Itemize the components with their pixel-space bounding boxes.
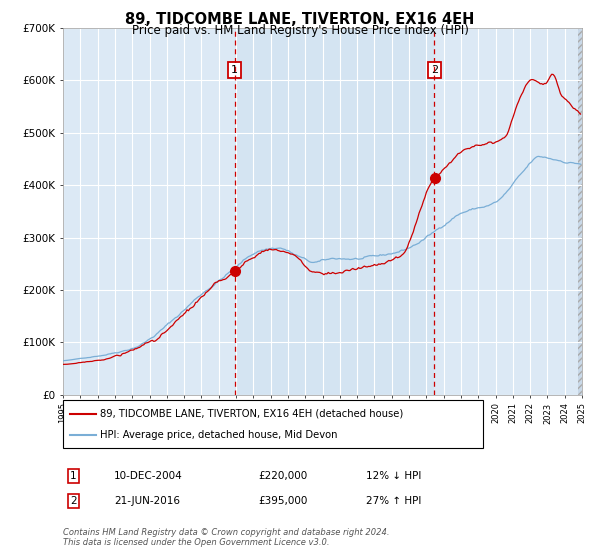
Text: 2: 2	[70, 496, 77, 506]
Text: 1: 1	[70, 471, 77, 481]
Text: 12% ↓ HPI: 12% ↓ HPI	[366, 471, 421, 481]
Text: £395,000: £395,000	[258, 496, 307, 506]
Text: 27% ↑ HPI: 27% ↑ HPI	[366, 496, 421, 506]
Text: Price paid vs. HM Land Registry's House Price Index (HPI): Price paid vs. HM Land Registry's House …	[131, 24, 469, 37]
Text: 89, TIDCOMBE LANE, TIVERTON, EX16 4EH: 89, TIDCOMBE LANE, TIVERTON, EX16 4EH	[125, 12, 475, 27]
Text: HPI: Average price, detached house, Mid Devon: HPI: Average price, detached house, Mid …	[100, 430, 338, 440]
Text: 10-DEC-2004: 10-DEC-2004	[114, 471, 183, 481]
Bar	[235, 28, 434, 395]
Text: 1: 1	[231, 65, 238, 75]
Text: £220,000: £220,000	[258, 471, 307, 481]
Text: 89, TIDCOMBE LANE, TIVERTON, EX16 4EH (detached house): 89, TIDCOMBE LANE, TIVERTON, EX16 4EH (d…	[100, 409, 403, 419]
Text: Contains HM Land Registry data © Crown copyright and database right 2024.
This d: Contains HM Land Registry data © Crown c…	[63, 528, 389, 547]
Text: 21-JUN-2016: 21-JUN-2016	[114, 496, 180, 506]
Bar	[578, 28, 582, 395]
Text: 2: 2	[431, 65, 438, 75]
